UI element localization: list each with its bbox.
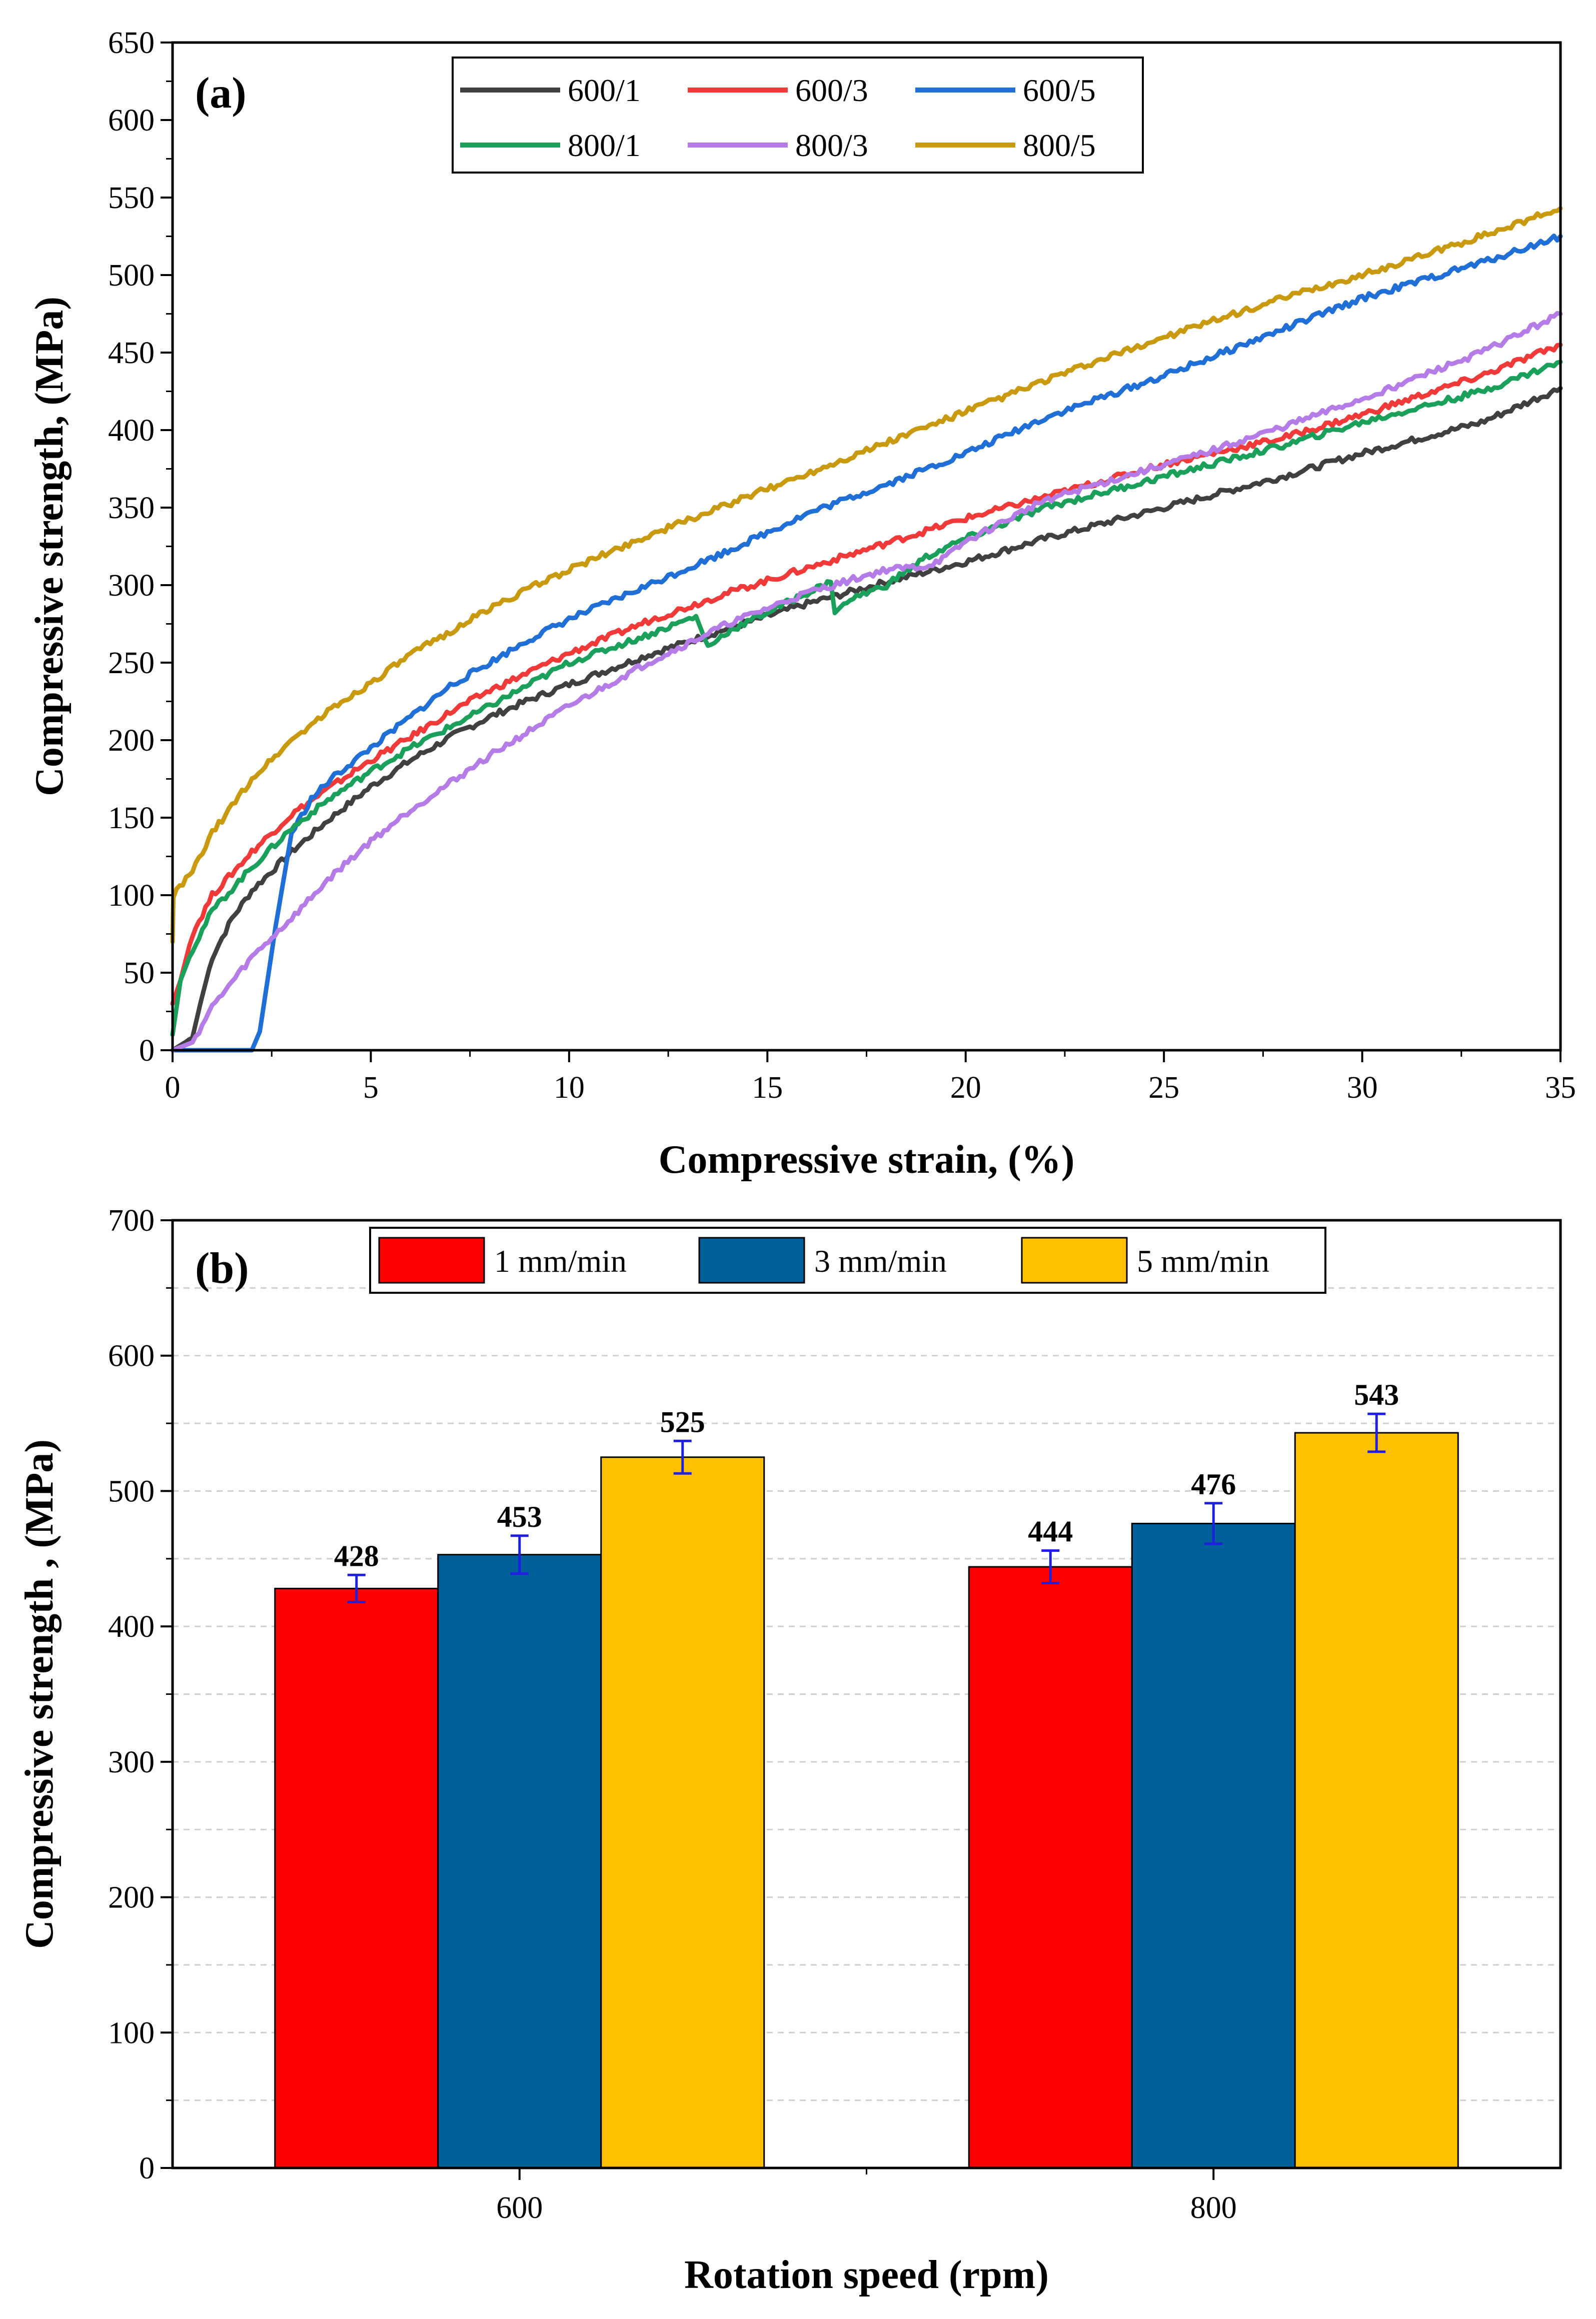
x-axis-label-b: Rotation speed (rpm) [684, 2253, 1049, 2297]
legend-label: 1 mm/min [494, 1243, 627, 1279]
bars-b: 428 453 525 444 476 543 [274, 1378, 1459, 2169]
series-line-600-5 [170, 234, 1563, 1053]
legend-label: 600/3 [795, 73, 868, 108]
series-line-800-3 [170, 311, 1563, 1053]
x-tick-label: 600 [496, 2191, 543, 2225]
line-chart-panel-a: 0 5 10 15 20 25 30 3505010015020025030035040045… [28, 26, 1576, 1182]
y-tick-label: 200 [108, 724, 155, 758]
bar-value-label: 453 [497, 1500, 542, 1533]
series-line-600-3 [170, 343, 1563, 1006]
legend-label: 5 mm/min [1137, 1243, 1269, 1279]
y-tick-label: 400 [108, 1610, 155, 1644]
legend-label: 800/3 [795, 128, 868, 163]
y-tick-label: 500 [108, 259, 155, 293]
bar-value-label: 476 [1191, 1468, 1236, 1501]
y-tick-label: 450 [108, 336, 155, 370]
legend-label: 800/5 [1023, 128, 1096, 163]
x-tick-label: 25 [1148, 1071, 1179, 1105]
y-tick-label: 150 [108, 801, 155, 835]
bar-600-3-mm-min [437, 1554, 602, 2169]
ticks-b: 0 100 200 300 400 500 600 700 600 800 [108, 1204, 1237, 2225]
x-tick-label: 35 [1545, 1071, 1576, 1105]
x-tick-label: 30 [1347, 1071, 1378, 1105]
y-tick-label: 0 [139, 2151, 155, 2185]
bar-chart-panel-b: 428 453 525 444 476 543 0 100 200 300 400 500 600 70… [18, 1204, 1562, 2297]
y-tick-label: 700 [108, 1204, 155, 1238]
y-tick-label: 350 [108, 491, 155, 525]
legend-label: 600/5 [1023, 73, 1096, 108]
y-tick-label: 0 [139, 1034, 155, 1068]
legend-label: 800/1 [568, 128, 641, 163]
bar-value-label: 428 [334, 1539, 379, 1572]
bar-800-3-mm-min [1131, 1522, 1296, 2169]
panel-label-a: (a) [195, 69, 247, 118]
y-tick-label: 300 [108, 569, 155, 603]
y-tick-label: 50 [124, 956, 155, 990]
y-tick-label: 650 [108, 26, 155, 60]
bar-value-label: 543 [1354, 1378, 1399, 1411]
y-tick-label: 600 [108, 104, 155, 138]
series-line-800-1 [170, 360, 1563, 1037]
y-axis-label-b: Compressive strength , (MPa) [18, 1439, 62, 1949]
panel-label-b: (b) [195, 1244, 249, 1293]
legend-swatch-5-mm-min [1021, 1237, 1128, 1284]
bar-600-5-mm-min [600, 1456, 765, 2169]
legend-label: 3 mm/min [814, 1243, 947, 1279]
x-tick-label: 800 [1190, 2191, 1237, 2225]
x-tick-label: 10 [554, 1071, 585, 1105]
bar-800-1-mm-min [968, 1566, 1133, 2169]
legend-box-b [369, 1227, 1326, 1294]
x-tick-label: 20 [950, 1071, 981, 1105]
x-tick-label: 0 [165, 1071, 181, 1105]
y-tick-label: 500 [108, 1474, 155, 1508]
bar-value-label: 444 [1028, 1515, 1073, 1548]
y-tick-label: 100 [108, 879, 155, 913]
x-axis-label-a: Compressive strain, (%) [659, 1138, 1075, 1182]
y-tick-label: 250 [108, 646, 155, 680]
y-tick-label: 600 [108, 1339, 155, 1373]
legend-a: 600/1 600/3 600/5 800/1 800/3 800/5 [452, 57, 1144, 174]
y-tick-label: 200 [108, 1881, 155, 1915]
plot-frame-a [171, 41, 1562, 1052]
bar-value-label: 525 [660, 1405, 705, 1438]
legend-b: 1 mm/min 3 mm/min 5 mm/min [369, 1227, 1326, 1294]
y-tick-label: 400 [108, 414, 155, 448]
series-line-800-5 [170, 206, 1563, 944]
y-tick-label: 100 [108, 2016, 155, 2050]
series-line-600-1 [170, 386, 1563, 1053]
x-tick-label: 15 [752, 1071, 783, 1105]
bar-600-1-mm-min [274, 1587, 439, 2169]
y-axis-label-a: Compressive strength, (MPa) [28, 297, 72, 796]
legend-box-a [452, 57, 1144, 174]
ticks-a: 0 5 10 15 20 25 30 3505010015020025030035040045… [108, 26, 1576, 1105]
legend-swatch-3-mm-min [698, 1237, 805, 1284]
x-tick-label: 5 [363, 1071, 379, 1105]
legend-swatch-1-mm-min [378, 1237, 485, 1284]
legend-label: 600/1 [568, 73, 641, 108]
series-lines-a [170, 206, 1563, 1053]
y-tick-label: 550 [108, 181, 155, 215]
bar-800-5-mm-min [1294, 1432, 1459, 2169]
y-tick-label: 300 [108, 1745, 155, 1779]
